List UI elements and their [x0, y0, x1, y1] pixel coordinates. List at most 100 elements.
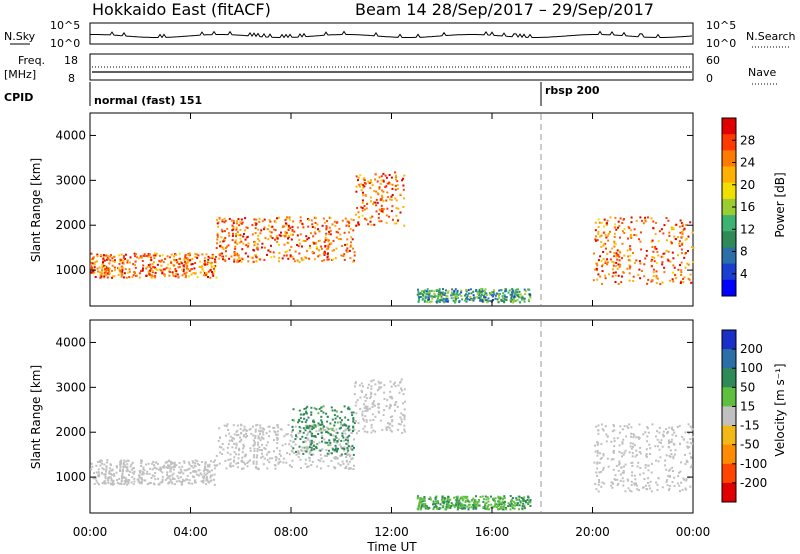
echo-cell: [125, 478, 128, 481]
echo-cell: [312, 435, 315, 438]
echo-cell: [389, 429, 392, 432]
echo-cell: [645, 454, 648, 457]
echo-cell: [614, 281, 617, 283]
echo-cell: [466, 296, 469, 299]
echo-cell: [291, 425, 294, 428]
echo-cell: [628, 272, 631, 275]
echo-cell: [244, 217, 247, 220]
echo-cell: [493, 289, 496, 292]
echo-cell: [249, 427, 252, 430]
echo-cell: [645, 453, 648, 455]
echo-cell: [123, 464, 126, 467]
echo-cell: [157, 468, 160, 471]
echo-cell: [596, 474, 598, 477]
echo-cell: [630, 435, 632, 438]
echo-cell: [113, 473, 115, 476]
echo-cell: [90, 252, 93, 255]
echo-cell: [121, 473, 124, 476]
echo-cell: [347, 406, 350, 409]
echo-cell: [617, 482, 620, 485]
echo-cell: [299, 233, 302, 236]
echo-cell: [446, 300, 449, 303]
echo-cell: [111, 473, 113, 476]
echo-cell: [429, 496, 432, 499]
echo-cell: [350, 218, 353, 221]
echo-cell: [613, 440, 616, 443]
echo-cell: [488, 508, 490, 511]
echo-cell: [376, 389, 379, 392]
echo-cell: [151, 462, 154, 465]
colorbar-tick-label: 100: [740, 361, 763, 375]
echo-cell: [354, 385, 356, 388]
echo-cell: [466, 498, 469, 501]
echo-cell: [690, 464, 693, 467]
echo-cell: [657, 240, 660, 243]
echo-cell: [669, 474, 671, 477]
echo-cell: [147, 264, 150, 267]
echo-cell: [211, 257, 214, 260]
echo-cell: [438, 300, 441, 303]
echo-cell: [221, 443, 224, 445]
echo-cell: [440, 295, 443, 298]
echo-cell: [107, 481, 110, 484]
echo-cell: [252, 444, 255, 447]
echo-cell: [255, 424, 258, 427]
echo-cell: [668, 446, 671, 449]
echo-cell: [194, 272, 197, 275]
echo-cell: [629, 445, 632, 448]
echo-cell: [620, 452, 623, 455]
echo-cell: [106, 268, 109, 271]
echo-cell: [384, 174, 387, 177]
echo-cell: [200, 473, 203, 476]
echo-cell: [639, 277, 642, 280]
echo-cell: [236, 243, 239, 245]
echo-cell: [388, 406, 391, 409]
echo-cell: [597, 483, 600, 486]
echo-cell: [277, 426, 280, 429]
echo-cell: [236, 220, 238, 223]
echo-cell: [360, 206, 363, 209]
echo-cell: [202, 270, 205, 273]
echo-cell: [687, 423, 690, 426]
colorbar-tick-label: -15: [740, 419, 760, 433]
echo-cell: [436, 507, 439, 510]
echo-cell: [160, 467, 163, 470]
echo-cell: [349, 428, 352, 431]
echo-cell: [206, 464, 209, 467]
echo-cell: [299, 219, 302, 222]
echo-cell: [263, 246, 266, 249]
echo-cell: [113, 255, 116, 258]
echo-cell: [489, 293, 492, 296]
echo-cell: [647, 278, 650, 281]
echo-cell: [450, 297, 453, 300]
echo-cell: [529, 501, 532, 504]
echo-cell: [389, 380, 392, 383]
echo-cell: [324, 236, 327, 239]
echo-cell: [319, 460, 322, 462]
echo-cell: [454, 288, 457, 291]
echo-cell: [188, 463, 191, 466]
echo-cell: [222, 258, 224, 261]
echo-cell: [494, 504, 497, 507]
echo-cell: [120, 459, 123, 462]
echo-cell: [521, 295, 524, 298]
echo-cell: [465, 300, 468, 303]
echo-cell: [635, 449, 638, 452]
echo-cell: [619, 479, 622, 482]
echo-cell: [289, 219, 291, 222]
echo-cell: [602, 257, 605, 260]
echo-cell: [263, 457, 266, 460]
echo-cell: [615, 265, 618, 268]
echo-cell: [494, 500, 496, 503]
echo-cell: [671, 433, 674, 436]
echo-cell: [249, 459, 251, 462]
echo-cell: [123, 255, 125, 258]
echo-cell: [237, 457, 240, 460]
echo-cell: [304, 421, 307, 424]
echo-cell: [355, 190, 358, 193]
echo-cell: [691, 435, 694, 438]
echo-cell: [303, 449, 306, 452]
echo-cell: [111, 469, 114, 472]
echo-cell: [196, 276, 199, 279]
echo-cell: [639, 240, 642, 243]
